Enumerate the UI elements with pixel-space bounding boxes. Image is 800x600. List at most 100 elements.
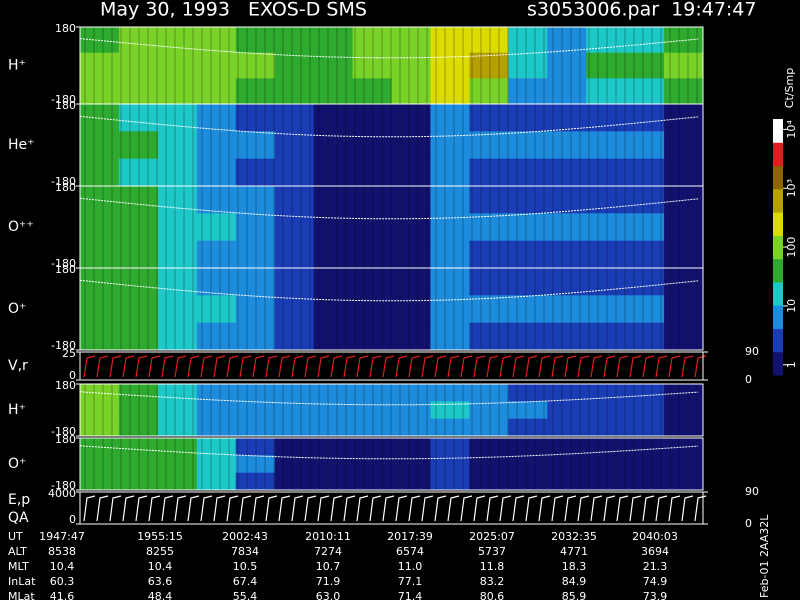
stripe <box>525 384 527 436</box>
stripe <box>93 384 95 436</box>
stripe <box>264 268 266 350</box>
stripe <box>597 438 599 490</box>
heatmap-cell <box>625 104 665 132</box>
stripe <box>507 384 509 436</box>
colorbar-tick-label: 10³ <box>785 179 798 197</box>
stripe <box>633 27 635 104</box>
heatmap-cell <box>196 268 237 296</box>
stripe <box>525 438 527 490</box>
heatmap-cell <box>664 78 704 105</box>
stripe <box>93 104 95 186</box>
heatmap-cell <box>508 131 548 160</box>
ephemeris-value: 2040:03 <box>632 530 678 543</box>
heatmap-cell <box>508 158 548 187</box>
stripe <box>390 27 392 104</box>
y-tick-label: 180 <box>55 99 76 112</box>
heatmap-cell <box>80 240 120 269</box>
stripe <box>597 384 599 436</box>
stripe <box>606 438 608 490</box>
stripe <box>642 384 644 436</box>
heatmap-cell <box>430 240 470 269</box>
stripe <box>678 27 680 104</box>
stripe <box>471 104 473 186</box>
stripe <box>471 186 473 268</box>
heatmap-cell <box>391 438 431 456</box>
stripe <box>570 104 572 186</box>
y-tick-label: 4000 <box>48 487 76 500</box>
heatmap-cell <box>157 472 198 491</box>
stripe <box>192 104 194 186</box>
stripe <box>264 27 266 104</box>
stripe <box>480 27 482 104</box>
stripe <box>300 268 302 350</box>
stripe <box>651 438 653 490</box>
stripe <box>336 438 338 490</box>
stripe <box>606 384 608 436</box>
stripe <box>489 438 491 490</box>
trace <box>79 38 699 59</box>
heatmap-cell <box>664 27 704 54</box>
heatmap-cell <box>625 27 665 54</box>
heatmap-cell <box>391 418 431 437</box>
stripe <box>228 438 230 490</box>
stripe <box>183 104 185 186</box>
stripe <box>156 384 158 436</box>
stripe <box>264 438 266 490</box>
heatmap-cell <box>625 186 665 214</box>
stripe <box>543 438 545 490</box>
stripe <box>336 27 338 104</box>
stripe <box>174 104 176 186</box>
ephemeris-value: 63.0 <box>316 590 341 600</box>
stripe <box>561 438 563 490</box>
stripe <box>246 384 248 436</box>
stripe <box>264 104 266 186</box>
stripe <box>696 438 698 490</box>
stripe <box>399 104 401 186</box>
stripe <box>309 186 311 268</box>
heatmap-cell <box>118 213 159 242</box>
stripe <box>462 384 464 436</box>
heatmap-cell <box>430 455 470 474</box>
colorbar-segment <box>773 142 783 167</box>
stripe <box>345 104 347 186</box>
y-tick-label: 0 <box>69 513 76 526</box>
heatmap-cell <box>625 158 665 187</box>
stripe <box>309 384 311 436</box>
stripe <box>174 438 176 490</box>
stripe <box>156 27 158 104</box>
stripe <box>390 438 392 490</box>
stripe <box>165 104 167 186</box>
heatmap-cell <box>664 401 704 420</box>
stripe <box>390 268 392 350</box>
heatmap-cell <box>547 418 587 437</box>
heatmap-cell <box>274 213 315 242</box>
heatmap-cell <box>469 158 509 187</box>
heatmap-cell <box>274 78 315 105</box>
stripe <box>651 104 653 186</box>
stripe <box>282 384 284 436</box>
ephemeris-value: 71.9 <box>316 575 341 588</box>
stripe <box>120 268 122 350</box>
heatmap-cell <box>547 158 587 187</box>
stripe <box>336 268 338 350</box>
stripe <box>228 104 230 186</box>
heatmap-cell <box>80 472 120 491</box>
heatmap-cell <box>664 52 704 79</box>
heatmap-cell <box>313 104 354 132</box>
stripe <box>480 186 482 268</box>
stripe <box>624 104 626 186</box>
heatmap-cell <box>118 295 159 324</box>
stripe <box>516 27 518 104</box>
stripe <box>129 268 131 350</box>
stripe <box>444 268 446 350</box>
heatmap-cell <box>157 401 198 420</box>
stripe <box>237 268 239 350</box>
heatmap-cell <box>625 384 665 402</box>
stripe <box>570 186 572 268</box>
heatmap-cell <box>235 78 276 105</box>
heatmap-cell <box>313 438 354 456</box>
stripe <box>147 27 149 104</box>
stripe <box>408 186 410 268</box>
heatmap-cell <box>80 401 120 420</box>
stripe <box>417 384 419 436</box>
